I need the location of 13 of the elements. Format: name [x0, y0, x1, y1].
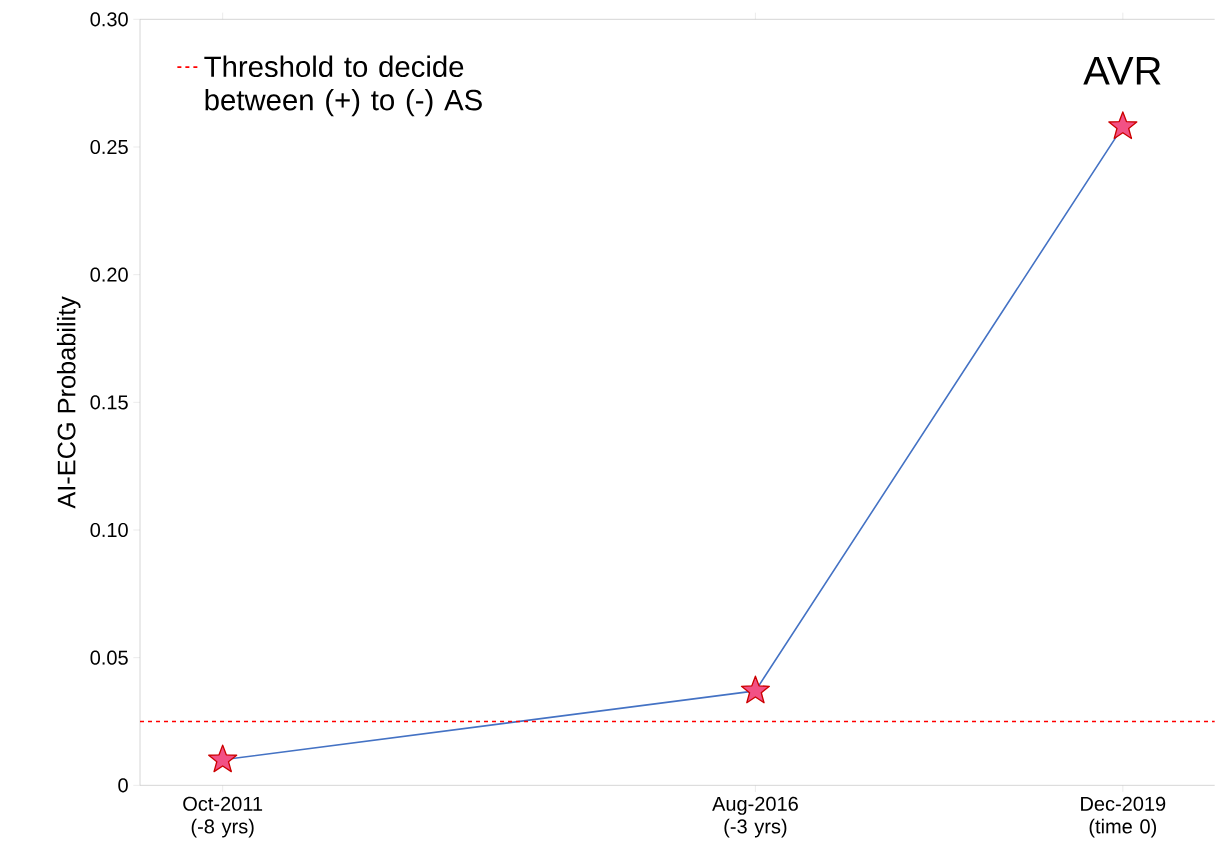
x-tick-label: Oct-2011 (-8 yrs) — [183, 796, 263, 838]
x-tick-label: Dec-2019 (time 0) — [1081, 796, 1166, 838]
annotation: AVR — [1083, 57, 1161, 85]
legend-label: Threshold to decide between (+) to (-) AS — [204, 55, 482, 117]
y-tick-label: 0.15 — [90, 395, 128, 410]
y-tick-label: 0.30 — [90, 12, 128, 27]
y-tick-label: 0.20 — [90, 267, 128, 282]
y-tick-label: 0.05 — [90, 650, 128, 665]
y-tick-label: 0 — [118, 778, 128, 793]
x-tick-label: Aug-2016 (-3 yrs) — [712, 796, 798, 838]
y-axis-title: AI-ECG Probability — [56, 296, 81, 509]
y-tick-label: 0.10 — [90, 522, 128, 538]
y-tick-label: 0.25 — [90, 139, 128, 155]
